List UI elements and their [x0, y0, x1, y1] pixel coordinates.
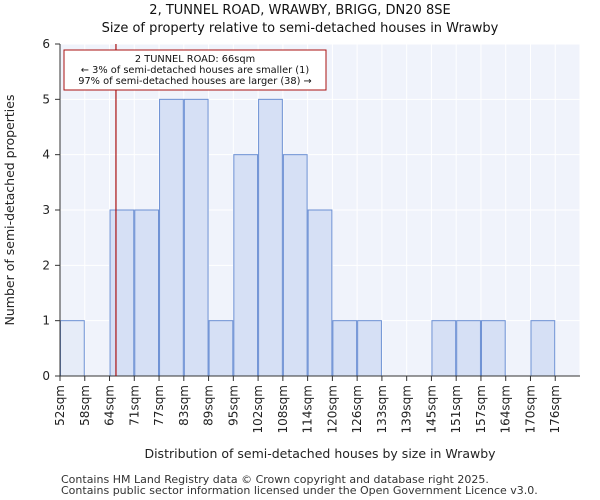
x-tick-label-145sqm: 145sqm	[424, 385, 438, 433]
y-tick-label: 6	[42, 37, 50, 51]
x-tick-label-157sqm: 157sqm	[474, 385, 488, 433]
y-axis-label: Number of semi-detached properties	[2, 95, 17, 326]
x-tick-label-114sqm: 114sqm	[301, 385, 315, 433]
annotation-line-title: 2 TUNNEL ROAD: 66sqm	[135, 54, 255, 65]
x-tick-label-170sqm: 170sqm	[523, 385, 537, 433]
x-tick-label-126sqm: 126sqm	[350, 385, 364, 433]
bar-89sqm	[208, 320, 234, 377]
x-tick-label-64sqm: 64sqm	[103, 385, 117, 426]
annotation-box	[63, 49, 327, 91]
y-tick-label: 0	[42, 369, 50, 383]
x-tick-label-83sqm: 83sqm	[177, 385, 191, 426]
bar-95sqm	[233, 154, 259, 377]
bar-83sqm	[183, 98, 209, 377]
bar-108sqm	[282, 154, 308, 377]
bar-120sqm	[332, 320, 358, 377]
y-tick-label: 1	[42, 314, 50, 328]
x-tick-label-151sqm: 151sqm	[449, 385, 463, 433]
x-tick-label-77sqm: 77sqm	[152, 385, 166, 426]
y-tick-label: 4	[42, 148, 50, 162]
bar-170sqm	[530, 320, 556, 377]
bar-71sqm	[134, 209, 160, 377]
bar-157sqm	[480, 320, 506, 377]
x-tick-label-52sqm: 52sqm	[53, 385, 67, 426]
footer-copyright: Contains HM Land Registry data © Crown c…	[61, 473, 489, 486]
x-tick-label-102sqm: 102sqm	[251, 385, 265, 433]
x-tick-label-89sqm: 89sqm	[202, 385, 216, 426]
x-tick-label-139sqm: 139sqm	[400, 385, 414, 433]
bar-114sqm	[307, 209, 333, 377]
x-tick-label-108sqm: 108sqm	[276, 385, 290, 433]
x-tick-label-120sqm: 120sqm	[325, 385, 339, 433]
bar-52sqm	[60, 320, 85, 377]
chart-title: 2, TUNNEL ROAD, WRAWBY, BRIGG, DN20 8SE	[149, 3, 451, 18]
annotation-line-smaller: ← 3% of semi-detached houses are smaller…	[81, 65, 309, 76]
x-tick-label-58sqm: 58sqm	[78, 385, 92, 426]
bar-145sqm	[431, 320, 457, 377]
x-tick-label-133sqm: 133sqm	[375, 385, 389, 433]
x-tick-label-164sqm: 164sqm	[499, 385, 513, 433]
x-axis-label: Distribution of semi-detached houses by …	[144, 446, 496, 461]
y-tick-label: 2	[42, 258, 50, 272]
bar-151sqm	[456, 320, 481, 377]
x-tick-label-95sqm: 95sqm	[226, 385, 240, 426]
bar-102sqm	[258, 98, 283, 377]
x-tick-label-176sqm: 176sqm	[548, 385, 562, 433]
y-tick-label: 3	[42, 203, 50, 217]
footer-licence: Contains public sector information licen…	[61, 484, 538, 497]
x-tick-label-71sqm: 71sqm	[127, 385, 141, 426]
bar-77sqm	[159, 98, 184, 377]
bar-64sqm	[109, 209, 135, 377]
bar-126sqm	[357, 320, 382, 377]
chart-subtitle: Size of property relative to semi-detach…	[101, 21, 499, 36]
y-tick-label: 5	[42, 92, 50, 106]
annotation-line-larger: 97% of semi-detached houses are larger (…	[78, 76, 312, 87]
